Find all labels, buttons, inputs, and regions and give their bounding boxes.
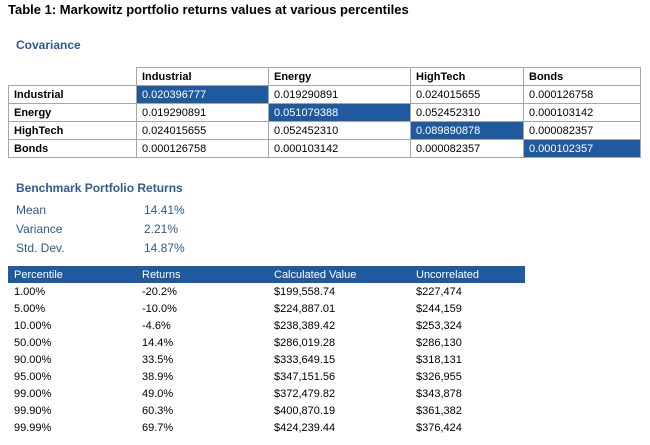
covariance-cell: 0.000126758 [136,139,269,158]
covariance-row-label: Energy [8,103,137,122]
benchmark-heading: Benchmark Portfolio Returns [16,181,183,195]
covariance-cell-diagonal: 0.089890878 [410,121,524,140]
covariance-table: Industrial Energy HighTech Bonds Industr… [8,67,641,158]
returns-col-header: Calculated Value [268,266,410,283]
benchmark-table: Mean 14.41% Variance 2.21% Std. Dev. 14.… [16,200,185,257]
table-row: 95.00% 38.9% $347,151.56 $326,955 [8,368,525,385]
returns-cell: 38.9% [142,370,174,383]
benchmark-row: Std. Dev. 14.87% [16,238,185,257]
covariance-cell: 0.000082357 [523,121,641,140]
percentile-cell: 1.00% [14,285,46,298]
returns-col-header: Percentile [8,266,136,283]
returns-cell: 69.7% [142,421,174,434]
table-row: 99.00% 49.0% $372,479.82 $343,878 [8,385,525,402]
returns-cell: 33.5% [142,353,174,366]
covariance-col-header: Energy [268,67,411,86]
covariance-row: HighTech 0.024015655 0.052452310 0.08989… [8,121,641,140]
covariance-cell: 0.024015655 [136,121,269,140]
covariance-cell-diagonal: 0.000102357 [523,139,641,158]
covariance-row: Energy 0.019290891 0.051079388 0.0524523… [8,103,641,122]
returns-header-row: Percentile Returns Calculated Value Unco… [8,266,525,283]
benchmark-label: Mean [16,202,47,217]
covariance-corner [8,67,137,86]
returns-cell: 49.0% [142,387,174,400]
uncorrelated-cell: $343,878 [416,387,462,400]
table-row: 99.99% 69.7% $424,239.44 $376,424 [8,419,525,436]
table-row: 5.00% -10.0% $224,887.01 $244,159 [8,300,525,317]
calculated-value-cell: $333,649.15 [274,353,336,366]
covariance-cell-diagonal: 0.020396777 [136,85,269,104]
uncorrelated-cell: $376,424 [416,421,462,434]
returns-table: Percentile Returns Calculated Value Unco… [8,266,525,436]
returns-cell: 60.3% [142,404,174,417]
table-row: 10.00% -4.6% $238,389.42 $253,324 [8,317,525,334]
returns-cell: 14.4% [142,336,174,349]
covariance-cell: 0.024015655 [410,85,524,104]
table-row: 90.00% 33.5% $333,649.15 $318,131 [8,351,525,368]
uncorrelated-cell: $253,324 [416,319,462,332]
benchmark-value: 14.87% [144,240,185,255]
returns-cell: -20.2% [142,285,177,298]
covariance-cell: 0.000126758 [523,85,641,104]
covariance-row: Industrial 0.020396777 0.019290891 0.024… [8,85,641,104]
returns-cell: -4.6% [142,319,171,332]
covariance-cell: 0.052452310 [268,121,411,140]
covariance-cell: 0.000082357 [410,139,524,158]
covariance-row: Bonds 0.000126758 0.000103142 0.00008235… [8,139,641,158]
calculated-value-cell: $286,019.28 [274,336,336,349]
table-row: 50.00% 14.4% $286,019.28 $286,130 [8,334,525,351]
benchmark-row: Mean 14.41% [16,200,185,219]
percentile-cell: 5.00% [14,302,46,315]
table-row: 1.00% -20.2% $199,558.74 $227,474 [8,283,525,300]
covariance-cell: 0.000103142 [268,139,411,158]
returns-col-header: Uncorrelated [410,266,525,283]
benchmark-value: 14.41% [144,202,185,217]
table-title: Table 1: Markowitz portfolio returns val… [8,2,409,17]
covariance-col-header: Industrial [136,67,269,86]
covariance-row-label: Bonds [8,139,137,158]
calculated-value-cell: $224,887.01 [274,302,336,315]
table-row: 99.90% 60.3% $400,870.19 $361,382 [8,402,525,419]
percentile-cell: 90.00% [14,353,52,366]
percentile-cell: 95.00% [14,370,52,383]
covariance-cell: 0.052452310 [410,103,524,122]
returns-col-header: Returns [136,266,268,283]
calculated-value-cell: $372,479.82 [274,387,336,400]
benchmark-label: Std. Dev. [16,240,65,255]
benchmark-value: 2.21% [144,221,179,236]
calculated-value-cell: $238,389.42 [274,319,336,332]
covariance-col-header: HighTech [410,67,524,86]
covariance-row-label: Industrial [8,85,137,104]
covariance-cell: 0.019290891 [268,85,411,104]
covariance-cell: 0.019290891 [136,103,269,122]
benchmark-label: Variance [16,221,63,236]
uncorrelated-cell: $361,382 [416,404,462,417]
covariance-cell-diagonal: 0.051079388 [268,103,411,122]
benchmark-row: Variance 2.21% [16,219,185,238]
uncorrelated-cell: $244,159 [416,302,462,315]
calculated-value-cell: $347,151.56 [274,370,336,383]
percentile-cell: 10.00% [14,319,52,332]
covariance-row-label: HighTech [8,121,137,140]
returns-body: 1.00% -20.2% $199,558.74 $227,474 5.00% -10.0… [8,283,525,436]
covariance-cell: 0.000103142 [523,103,641,122]
covariance-col-header: Bonds [523,67,641,86]
uncorrelated-cell: $318,131 [416,353,462,366]
percentile-cell: 99.90% [14,404,52,417]
calculated-value-cell: $199,558.74 [274,285,336,298]
calculated-value-cell: $424,239.44 [274,421,336,434]
returns-cell: -10.0% [142,302,177,315]
uncorrelated-cell: $227,474 [416,285,462,298]
percentile-cell: 99.99% [14,421,52,434]
covariance-header-row: Industrial Energy HighTech Bonds [8,67,641,86]
covariance-heading: Covariance [16,38,81,52]
calculated-value-cell: $400,870.19 [274,404,336,417]
percentile-cell: 50.00% [14,336,52,349]
uncorrelated-cell: $286,130 [416,336,462,349]
uncorrelated-cell: $326,955 [416,370,462,383]
percentile-cell: 99.00% [14,387,52,400]
